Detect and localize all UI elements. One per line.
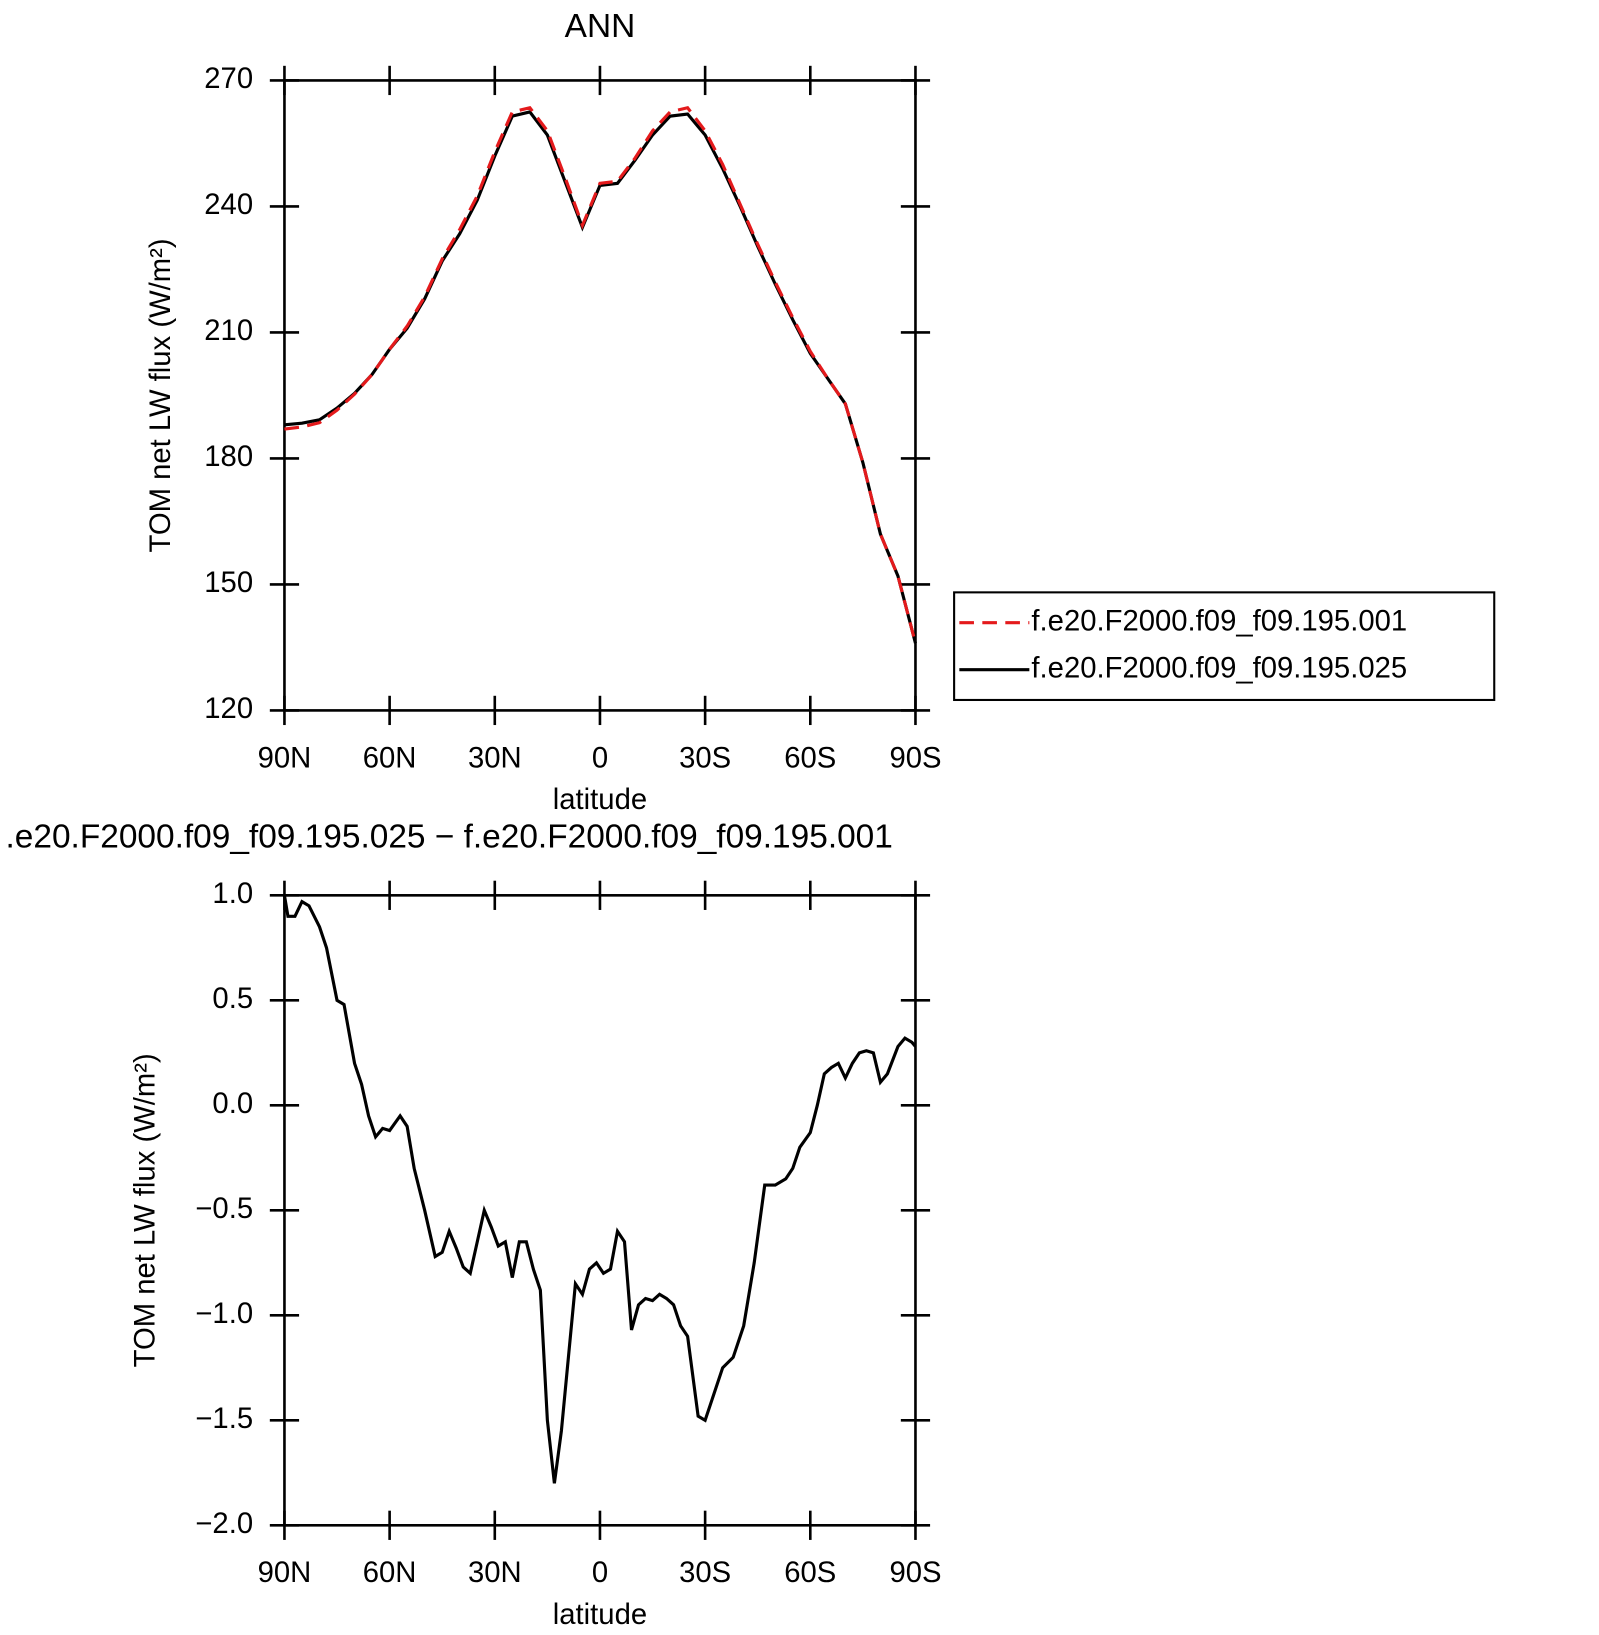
data-line: [282, 895, 917, 1484]
plot-frame: [283, 79, 917, 712]
y-tick-label: −1.5: [195, 1403, 253, 1435]
y-tick-label: 0.5: [212, 983, 253, 1015]
y-tick-label: −0.5: [195, 1193, 253, 1225]
y-tick-label: −2.0: [195, 1508, 253, 1540]
chart-title: ANN: [565, 8, 636, 45]
x-tick-label: 30S: [679, 742, 731, 774]
legend-box: [953, 591, 1496, 702]
y-tick-label: 270: [204, 63, 253, 95]
y-tick-label: 120: [204, 693, 253, 725]
y-tick-label: 240: [204, 189, 253, 221]
y-tick-label: 180: [204, 441, 253, 473]
x-tick-label: 60N: [363, 1557, 417, 1589]
x-tick-label: 90N: [258, 1557, 312, 1589]
x-tick-label: 60N: [363, 742, 417, 774]
legend-label: f.e20.F2000.f09_f09.195.025: [1031, 652, 1407, 684]
x-tick-label: 0: [592, 1557, 608, 1589]
x-tick-label: 30S: [679, 1557, 731, 1589]
x-tick-label: 30N: [468, 742, 522, 774]
data-line: [284, 110, 917, 644]
y-tick-label: 150: [204, 567, 253, 599]
x-tick-label: 90S: [889, 742, 941, 774]
y-tick-label: 0.0: [212, 1088, 253, 1120]
y-axis-label: TOM net LW flux (W/m²): [145, 238, 177, 552]
x-tick-label: 90N: [258, 742, 312, 774]
y-tick-label: 1.0: [212, 878, 253, 910]
x-tick-label: 60S: [784, 742, 836, 774]
x-tick-label: 0: [592, 742, 608, 774]
y-tick-label: −1.0: [195, 1298, 253, 1330]
y-axis-label: TOM net LW flux (W/m²): [129, 1053, 161, 1367]
x-axis-label: latitude: [553, 784, 647, 816]
x-axis-label: latitude: [553, 1599, 647, 1631]
plot-frame: [283, 894, 917, 1527]
y-tick-label: 210: [204, 315, 253, 347]
chart-title: .e20.F2000.f09_f09.195.025 − f.e20.F2000…: [6, 819, 893, 856]
legend-label: f.e20.F2000.f09_f09.195.001: [1031, 605, 1407, 637]
x-tick-label: 30N: [468, 1557, 522, 1589]
data-line: [284, 105, 917, 644]
x-tick-label: 90S: [889, 1557, 941, 1589]
x-tick-label: 60S: [784, 1557, 836, 1589]
